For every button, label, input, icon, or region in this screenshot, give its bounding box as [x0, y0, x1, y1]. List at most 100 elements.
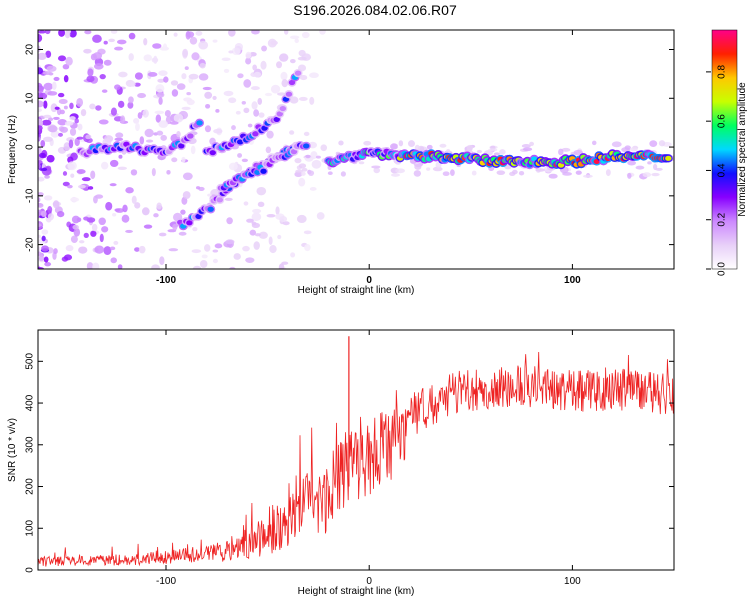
noise-speckle: [46, 65, 57, 72]
noise-speckle: [62, 171, 68, 176]
noise-speckle: [63, 105, 68, 110]
noise-speckle: [66, 184, 73, 189]
noise-speckle: [241, 100, 246, 105]
noise-speckle: [257, 97, 263, 105]
noise-speckle: [83, 216, 90, 221]
noise-speckle: [156, 202, 162, 210]
noise-speckle: [40, 139, 46, 148]
noise-speckle: [43, 82, 54, 91]
trace-blob: [236, 139, 244, 145]
noise-speckle: [558, 148, 564, 156]
noise-speckle: [250, 86, 260, 91]
y-tick-label: -20: [25, 237, 36, 252]
noise-speckle: [133, 117, 140, 124]
noise-speckle: [249, 229, 257, 236]
noise-speckle: [575, 170, 582, 175]
trace-blob: [187, 133, 194, 139]
noise-speckle: [152, 43, 162, 49]
trace-blob: [207, 206, 214, 212]
noise-speckle: [44, 174, 50, 179]
noise-speckle: [125, 229, 133, 233]
noise-speckle: [38, 223, 42, 228]
noise-speckle: [120, 115, 126, 124]
noise-speckle: [305, 154, 311, 159]
colorbar-tick-label: 0.0: [717, 262, 728, 276]
trace-blob: [186, 220, 193, 226]
x-axis-label: Height of straight line (km): [298, 586, 415, 597]
x-tick-label: 100: [564, 275, 581, 286]
noise-speckle: [135, 122, 140, 132]
y-tick-label: 500: [25, 353, 36, 370]
noise-speckle: [41, 166, 52, 176]
noise-speckle: [605, 169, 611, 177]
noise-speckle: [442, 171, 450, 177]
noise-speckle: [39, 152, 46, 159]
x-tick-label: -100: [156, 275, 176, 286]
noise-speckle: [245, 257, 255, 263]
noise-speckle: [83, 48, 92, 54]
noise-speckle: [228, 50, 234, 54]
noise-speckle: [53, 116, 60, 120]
noise-speckle: [257, 201, 265, 208]
noise-speckle: [143, 54, 153, 62]
noise-speckle: [212, 258, 218, 264]
noise-speckle: [48, 125, 58, 133]
noise-speckle: [181, 156, 186, 163]
noise-speckle: [88, 186, 94, 190]
noise-speckle: [435, 161, 442, 169]
noise-speckle: [297, 56, 307, 61]
noise-speckle: [159, 256, 165, 266]
noise-speckle: [72, 224, 79, 230]
trace-blob: [209, 150, 216, 156]
noise-speckle: [67, 161, 77, 171]
noise-speckle: [168, 248, 179, 252]
noise-speckle: [114, 46, 124, 51]
noise-speckle: [109, 246, 116, 251]
noise-speckle: [363, 140, 372, 146]
noise-speckle: [265, 146, 272, 154]
noise-speckle: [266, 130, 274, 139]
noise-speckle: [44, 261, 52, 267]
noise-speckle: [76, 169, 86, 174]
noise-speckle: [298, 163, 307, 169]
noise-speckle: [212, 39, 218, 43]
noise-speckle: [53, 248, 58, 255]
noise-speckle: [529, 141, 535, 146]
y-tick-label: 10: [25, 92, 36, 104]
noise-speckle: [184, 66, 189, 70]
noise-speckle: [40, 210, 47, 218]
plot-frame: [37, 29, 675, 270]
noise-speckle: [488, 148, 498, 152]
noise-speckle: [289, 96, 299, 104]
noise-speckle: [186, 92, 191, 96]
noise-speckle: [319, 30, 326, 35]
noise-speckle: [125, 187, 134, 194]
noise-speckle: [642, 172, 652, 178]
colorbar-tick-label: 0.8: [717, 64, 728, 78]
noise-speckle: [192, 265, 202, 269]
noise-speckle: [157, 78, 165, 83]
noise-speckle: [47, 213, 54, 221]
noise-speckle: [113, 240, 119, 245]
noise-speckle: [38, 176, 45, 182]
noise-speckle: [171, 89, 179, 97]
noise-speckle: [270, 84, 281, 94]
noise-speckle: [290, 59, 296, 64]
noise-speckle: [121, 214, 130, 223]
noise-speckle: [303, 230, 312, 235]
noise-speckle: [95, 105, 102, 111]
noise-speckle: [110, 30, 118, 34]
y-tick-label: 0: [25, 567, 36, 573]
noise-speckle: [192, 226, 198, 232]
noise-speckle: [38, 45, 41, 53]
noise-speckle: [182, 191, 191, 200]
trace-blob: [276, 111, 284, 117]
noise-speckle: [156, 92, 165, 98]
noise-speckle: [340, 171, 346, 177]
noise-speckle: [43, 195, 53, 201]
noise-speckle: [44, 30, 51, 35]
noise-speckle: [281, 261, 289, 265]
noise-speckle: [143, 224, 153, 229]
noise-speckle: [79, 240, 85, 244]
noise-speckle: [234, 43, 244, 51]
